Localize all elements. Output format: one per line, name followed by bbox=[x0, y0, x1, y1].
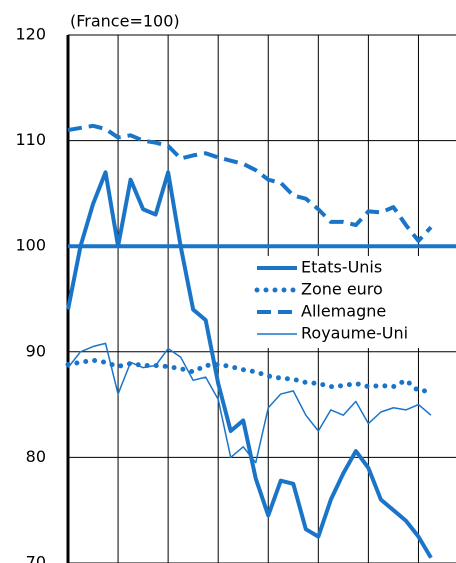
series-line bbox=[67, 123, 433, 243]
series-line bbox=[65, 357, 434, 394]
legend-label: Royaume-Uni bbox=[301, 324, 408, 343]
chart-title: (France=100) bbox=[70, 12, 180, 31]
y-tick-label: 110 bbox=[15, 130, 46, 149]
y-tick-label: 70 bbox=[26, 553, 46, 563]
legend-label: Etats-Unis bbox=[301, 258, 382, 277]
legend-label: Allemagne bbox=[301, 302, 386, 321]
y-tick-label: 100 bbox=[15, 236, 46, 255]
y-tick-label: 90 bbox=[26, 341, 46, 360]
legend-label: Zone euro bbox=[301, 280, 383, 299]
series-line bbox=[67, 342, 432, 464]
legend-background bbox=[253, 256, 431, 348]
series-line bbox=[66, 170, 433, 559]
y-tick-label: 120 bbox=[15, 25, 46, 44]
y-tick-label: 80 bbox=[26, 447, 46, 466]
